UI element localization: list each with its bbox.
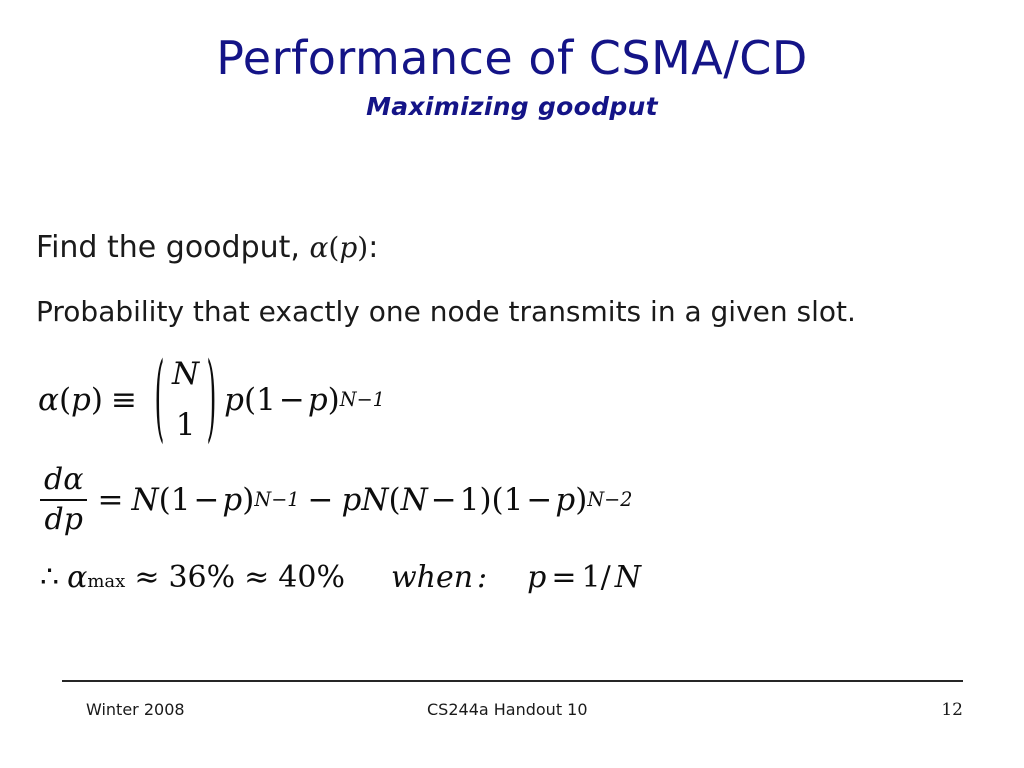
binom-left-paren: ( [154, 343, 165, 454]
footer-divider [62, 680, 963, 682]
eq2-close-2: ) [479, 482, 492, 518]
equation-goodput-definition: α(p) ≡ ( N 1 ) p(1− p) N−1 [38, 343, 385, 454]
open-paren: ( [328, 231, 340, 264]
eq2-minus-1: − [193, 482, 220, 518]
eq1-minus: − [278, 382, 305, 418]
alpha-symbol: α [309, 231, 329, 264]
body-line-find-goodput: Find the goodput, α(p): [36, 228, 378, 268]
eq3-value-36-percent: 36% [168, 560, 236, 595]
eq3-N: N [614, 560, 641, 595]
binomial-coefficient: ( N 1 ) [153, 351, 218, 446]
eq2-p-1: p [222, 482, 243, 518]
equation-conclusion: ∴ α max ≈36% ≈40% when: p = 1/N [40, 560, 641, 595]
eq2-one-2: 1 [459, 482, 480, 518]
eq2-p-3: p [555, 482, 576, 518]
eq3-colon: : [477, 560, 488, 595]
footer-term: Winter 2008 [86, 700, 185, 719]
fraction-bar [40, 499, 88, 501]
eq3-when-label: when [390, 560, 474, 595]
eq1-open-paren-2: ( [243, 382, 257, 418]
eq1-one: 1 [256, 382, 276, 418]
binom-top-N: N [172, 355, 200, 392]
binom-bottom-1: 1 [175, 407, 196, 443]
fraction-numerator: dα [40, 463, 87, 497]
eq1-open-paren: ( [58, 382, 72, 418]
eq2-N-3: N [400, 482, 428, 518]
eq3-p: p [527, 560, 547, 595]
eq2-d: d [44, 462, 64, 498]
eq2-equals: = [97, 482, 124, 518]
eq2-minus-3: − [526, 482, 553, 518]
eq3-one: 1 [581, 560, 601, 595]
footer-course-handout: CS244a Handout 10 [427, 700, 588, 719]
body-line-1-suffix: : [368, 230, 379, 265]
variable-p: p [339, 231, 358, 264]
title-block: Performance of CSMA/CD Maximizing goodpu… [0, 32, 1024, 124]
eq2-close-3: ) [575, 482, 588, 518]
eq1-p-factor: p [224, 382, 244, 418]
body-line-1-prefix: Find the goodput, [36, 230, 310, 265]
eq1-p-inner: p [307, 382, 328, 418]
eq2-open-3: ( [491, 482, 504, 518]
eq2-minus-middle: − [307, 482, 334, 518]
eq1-p: p [71, 382, 91, 418]
close-paren: ) [357, 231, 369, 264]
fraction-denominator: dp [44, 502, 83, 537]
eq3-alpha: α [67, 560, 88, 595]
eq2-close-1: ) [242, 482, 255, 518]
eq2-alpha: α [63, 462, 84, 498]
eq2-minus-2: − [430, 482, 457, 518]
eq3-value-40-percent: 40% [278, 560, 345, 595]
eq1-close-paren-2: ) [327, 382, 340, 418]
eq3-slash: / [600, 560, 611, 595]
binom-right-paren: ) [206, 343, 217, 454]
binom-stack: N 1 [166, 355, 205, 443]
eq2-open-2: ( [388, 482, 401, 518]
equation-derivative: dα dp = N(1− p) N−1− p N(N −1)(1− p) N−2 [40, 460, 632, 540]
eq1-close-paren: ) [90, 382, 104, 418]
fraction-d-alpha-d-p: dα dp [40, 463, 88, 537]
therefore-symbol: ∴ [40, 560, 60, 595]
eq2-one-1: 1 [170, 482, 191, 518]
eq1-alpha: α [38, 382, 59, 418]
page-title: Performance of CSMA/CD [216, 31, 808, 85]
eq2-N-1: N [131, 482, 159, 518]
eq2-N-2: N [361, 482, 389, 518]
page-subtitle: Maximizing goodput [366, 92, 658, 121]
eq2-p-2: p [341, 482, 362, 518]
eq1-equivalence-sign: ≡ [111, 382, 137, 418]
footer: Winter 2008 CS244a Handout 10 12 [62, 700, 963, 728]
eq3-equals: = [551, 560, 577, 595]
footer-page-number: 12 [941, 700, 963, 720]
eq2-one-3: 1 [503, 482, 524, 518]
body-line-probability: Probability that exactly one node transm… [36, 295, 856, 328]
inline-math-alpha-of-p: α(p) [309, 231, 368, 264]
eq3-approx-1: ≈ [134, 560, 160, 595]
eq2-open-1: ( [158, 482, 171, 518]
eq3-approx-2: ≈ [244, 560, 270, 595]
